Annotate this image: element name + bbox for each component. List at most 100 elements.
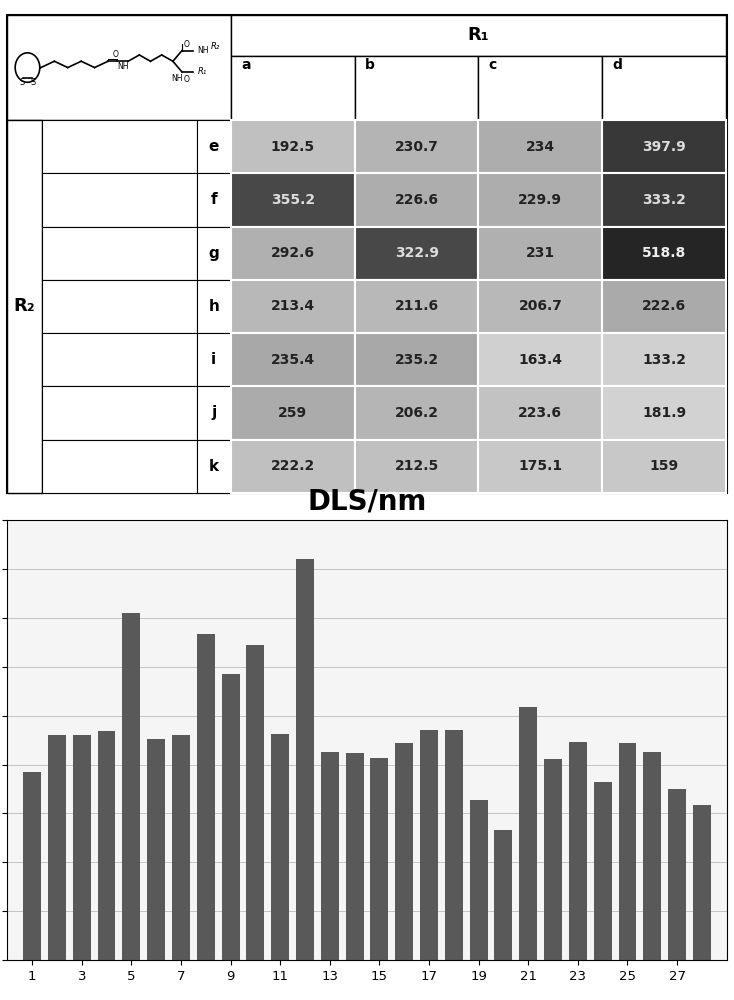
Bar xyxy=(602,173,726,227)
Title: DLS/nm: DLS/nm xyxy=(308,487,426,515)
Bar xyxy=(197,227,231,280)
Text: O: O xyxy=(113,50,119,59)
Text: 231: 231 xyxy=(526,246,555,260)
Text: 159: 159 xyxy=(650,459,679,473)
Bar xyxy=(479,386,602,440)
Text: NH: NH xyxy=(172,74,183,83)
Text: 234: 234 xyxy=(526,140,555,154)
Bar xyxy=(231,227,355,280)
Bar xyxy=(602,440,726,493)
Text: 222.2: 222.2 xyxy=(271,459,315,473)
Bar xyxy=(272,734,289,960)
Bar xyxy=(231,440,355,493)
Bar xyxy=(479,333,602,386)
Bar xyxy=(231,173,355,227)
Bar xyxy=(73,735,91,960)
Bar xyxy=(355,173,479,227)
Text: 292.6: 292.6 xyxy=(271,246,315,260)
Bar xyxy=(197,173,231,227)
Bar xyxy=(42,440,197,493)
Bar xyxy=(7,120,42,493)
Text: 230.7: 230.7 xyxy=(395,140,439,154)
Bar xyxy=(231,333,355,386)
Bar xyxy=(42,120,197,173)
Text: i: i xyxy=(211,352,217,367)
Text: 213.4: 213.4 xyxy=(271,299,315,313)
Text: R₂: R₂ xyxy=(14,297,35,315)
Text: R₁: R₁ xyxy=(197,67,206,76)
Bar xyxy=(479,120,602,173)
Bar xyxy=(148,739,165,960)
Bar xyxy=(602,280,726,333)
Bar xyxy=(668,789,686,960)
Bar xyxy=(296,559,314,960)
Bar xyxy=(42,386,197,440)
Bar xyxy=(693,805,711,960)
Text: O: O xyxy=(184,75,189,84)
Text: R₁: R₁ xyxy=(468,26,490,44)
Bar xyxy=(602,333,726,386)
Bar xyxy=(355,56,479,120)
Text: S: S xyxy=(19,78,24,87)
Bar xyxy=(445,730,462,960)
Text: 163.4: 163.4 xyxy=(518,353,562,367)
Bar xyxy=(479,227,602,280)
Bar xyxy=(602,386,726,440)
Bar xyxy=(98,731,115,960)
Text: R₂: R₂ xyxy=(211,42,220,51)
Bar xyxy=(396,743,413,960)
Bar xyxy=(544,759,562,960)
Bar xyxy=(519,707,537,960)
Bar xyxy=(222,674,239,960)
Bar xyxy=(602,56,726,120)
Text: 175.1: 175.1 xyxy=(518,459,562,473)
Bar xyxy=(42,280,197,333)
Text: b: b xyxy=(365,58,374,72)
Text: 223.6: 223.6 xyxy=(518,406,562,420)
Text: c: c xyxy=(488,58,497,72)
Bar xyxy=(355,227,479,280)
Bar xyxy=(479,280,602,333)
Text: S: S xyxy=(30,78,36,87)
Text: 226.6: 226.6 xyxy=(395,193,439,207)
Text: g: g xyxy=(208,246,219,261)
Bar xyxy=(123,613,140,960)
Bar xyxy=(420,730,438,960)
Text: 133.2: 133.2 xyxy=(642,353,686,367)
Text: NH: NH xyxy=(117,62,128,71)
Text: 355.2: 355.2 xyxy=(271,193,315,207)
Text: 259: 259 xyxy=(278,406,308,420)
Bar xyxy=(197,120,231,173)
Bar xyxy=(42,173,197,227)
Bar xyxy=(7,15,231,120)
Bar xyxy=(355,333,479,386)
Bar xyxy=(479,440,602,493)
Bar xyxy=(197,386,231,440)
Text: 212.5: 212.5 xyxy=(394,459,439,473)
Text: k: k xyxy=(208,459,219,474)
Bar xyxy=(197,333,231,386)
Text: 206.7: 206.7 xyxy=(518,299,562,313)
Bar xyxy=(197,634,215,960)
Text: 192.5: 192.5 xyxy=(271,140,315,154)
Text: a: a xyxy=(241,58,250,72)
Bar xyxy=(371,758,388,960)
Text: j: j xyxy=(211,405,217,420)
Text: h: h xyxy=(208,299,219,314)
Bar xyxy=(231,15,726,56)
Text: 229.9: 229.9 xyxy=(518,193,562,207)
Bar xyxy=(231,280,355,333)
Bar xyxy=(619,743,636,960)
Bar xyxy=(355,120,479,173)
Text: 222.6: 222.6 xyxy=(642,299,686,313)
Text: 322.9: 322.9 xyxy=(395,246,439,260)
Bar xyxy=(479,173,602,227)
Bar xyxy=(231,386,355,440)
Bar xyxy=(48,735,66,960)
Bar xyxy=(197,280,231,333)
Text: 211.6: 211.6 xyxy=(395,299,439,313)
Text: 333.2: 333.2 xyxy=(642,193,686,207)
Bar xyxy=(470,800,487,960)
Bar xyxy=(643,752,661,960)
Text: 397.9: 397.9 xyxy=(642,140,686,154)
